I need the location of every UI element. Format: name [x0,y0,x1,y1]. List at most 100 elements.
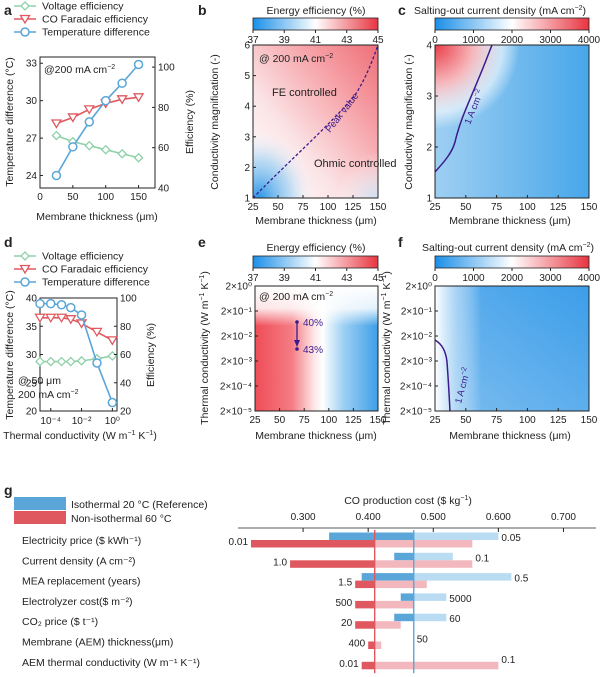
bar-iso-high [413,573,512,581]
bar-iso-high [413,552,453,561]
contour-1A-c [434,44,493,173]
y-tick-label: 2×10⁻⁵ [220,407,252,418]
data-point-2-6 [107,397,118,408]
y-tick-label: 2 [426,143,432,154]
bar-iso-high [413,593,447,601]
colorbar-tick-label: 43 [341,273,353,284]
axes-frame-e [254,285,379,412]
title-g: CO production cost ($ kg−1) [344,495,472,507]
data-point-2-2 [84,117,95,127]
x-tick-label: 50 [272,202,284,213]
arrow-e-head [294,340,300,347]
data-point-0-4 [76,355,87,366]
colorbar-tick-label: 41 [310,35,322,46]
xlabel-d: Thermal conductivity (W m−1 K−1) [3,430,157,442]
y-tick-label: 2×10⁻¹ [221,307,253,318]
peak-value-curve [253,45,378,198]
panel-letter-b: b [198,2,207,18]
heatmap-b-blue-region-2 [253,45,378,198]
x-tick-label: 0.600 [486,512,511,523]
colorbar-tick-label: 4000 [578,273,600,284]
bar-iso-high [413,532,499,540]
x-tick-label: 10⁻² [72,416,92,427]
x-tick-label: 125 [345,202,362,213]
x-tick-label: 150 [581,415,598,426]
bar-iso-low [394,552,414,561]
ylabel-e: Thermal conductivity (W m−1 K−1) [199,271,211,425]
bar-iso-low [394,613,414,622]
ylabel-right-d: Efficiency (%) [145,323,157,387]
bar-high-value-label: 50 [417,635,429,646]
xlabel-c: Membrane thickness (μm) [449,215,571,227]
data-point-1-5 [91,327,103,338]
bar-non-low [290,560,375,568]
x-tick-label: 125 [550,202,567,213]
bar-low-value-label: 20 [341,618,353,629]
y-tick-label: 6 [244,41,250,52]
x-tick-label: 50 [67,192,79,203]
bar-low-value-label: 1.0 [273,557,287,568]
y-tick-label: 2×10⁰ [225,282,252,293]
colorbar-tick-label: 37 [247,35,259,46]
axes-frame-a [39,56,156,189]
ylabel-left-a: Temperature difference (°C) [4,57,16,186]
y-tick-label-right: 60 [120,350,132,361]
x-tick-label: 50 [274,415,286,426]
data-point-2-0 [35,298,45,309]
y-tick-label: 2×10⁻³ [401,357,433,368]
y-tick-label-left: 30 [26,96,38,107]
data-point-2-0 [51,170,62,181]
colorbar-tick-label: 45 [372,35,384,46]
panel-letter-c: c [398,2,406,18]
legend-g-non-label: Non-isothermal 60 °C [71,513,172,525]
xlabel-f: Membrane thickness (μm) [449,430,571,442]
series-a [50,59,145,181]
bar-low-value-label: 0.01 [339,659,359,670]
legend-label-0: Voltage efficiency [42,1,124,13]
colorbar-tick-label: 39 [279,273,291,284]
colorbar-f [434,255,590,269]
x-tick-label: 100 [320,415,337,426]
ticks-e: 25 50 75 100 125 150 2×10⁰ 2×10⁻¹ 2×10⁻² 2×10⁻³ 2×… [220,282,387,427]
annotation-d-current: 200 mA cm−2 [18,389,79,401]
xlabel-e: Membrane thickness (μm) [255,430,377,442]
annotation-a: @200 mA cm−2 [44,64,115,76]
colorbar-ticks-f: 0 1000 2000 3000 4000 [432,268,600,284]
bar-non-low [355,600,375,609]
colorbar-ticks-b: 37 39 41 43 45 [247,30,384,46]
y-tick-label-left: 40 [26,294,38,305]
legend-marker-2 [20,277,30,287]
colorbar-tick-label: 39 [279,35,291,46]
legend-marker-2 [20,27,30,37]
x-tick-label: 10⁰ [105,416,120,427]
colorbar-tick-label: 3000 [539,273,562,284]
bars-g: 0.41 0.47 [251,530,512,677]
colorbar-tick-label: 0 [432,35,438,46]
y-tick-label: 5 [244,71,250,82]
x-tick-label: 25 [429,202,441,213]
annotation-b: @ 200 mA cm−2 [259,53,333,65]
bar-high-value-label: 0.5 [514,574,528,585]
legend-g-iso-label: Isothermal 20 °C (Reference) [71,499,208,511]
bar-low-value-label: 0.01 [229,537,249,548]
bar-high-value-label: 0.05 [501,533,521,544]
category-labels-g: 0.01 0.05 Electricity price ($ kWh⁻¹) 1.0 0.… [22,533,529,670]
colorbar-title-b: Energy efficiency (%) [266,5,365,17]
colorbar-title-c: Salting-out current density (mA cm−2) [414,5,586,17]
y-tick-label: 2×10⁻² [401,332,433,343]
colorbar-tick-label: 1000 [462,35,485,46]
y-tick-label-right: 60 [158,143,170,154]
x-tick-label: 150 [130,192,147,203]
bar-iso-low [400,593,414,601]
y-tick-label-right: 40 [158,184,170,195]
category-label: MEA replacement (years) [22,576,140,588]
axes-frame-b [252,44,379,199]
x-tick-label: 0.500 [421,512,446,523]
y-tick-label-right: 80 [158,103,170,114]
x-tick-label: 75 [491,202,503,213]
baseline-label-isothermal: 0.47 [403,675,424,677]
ohmic-controlled-label: Ohmic controlled [314,158,397,170]
x-tick-label: 100 [320,202,337,213]
